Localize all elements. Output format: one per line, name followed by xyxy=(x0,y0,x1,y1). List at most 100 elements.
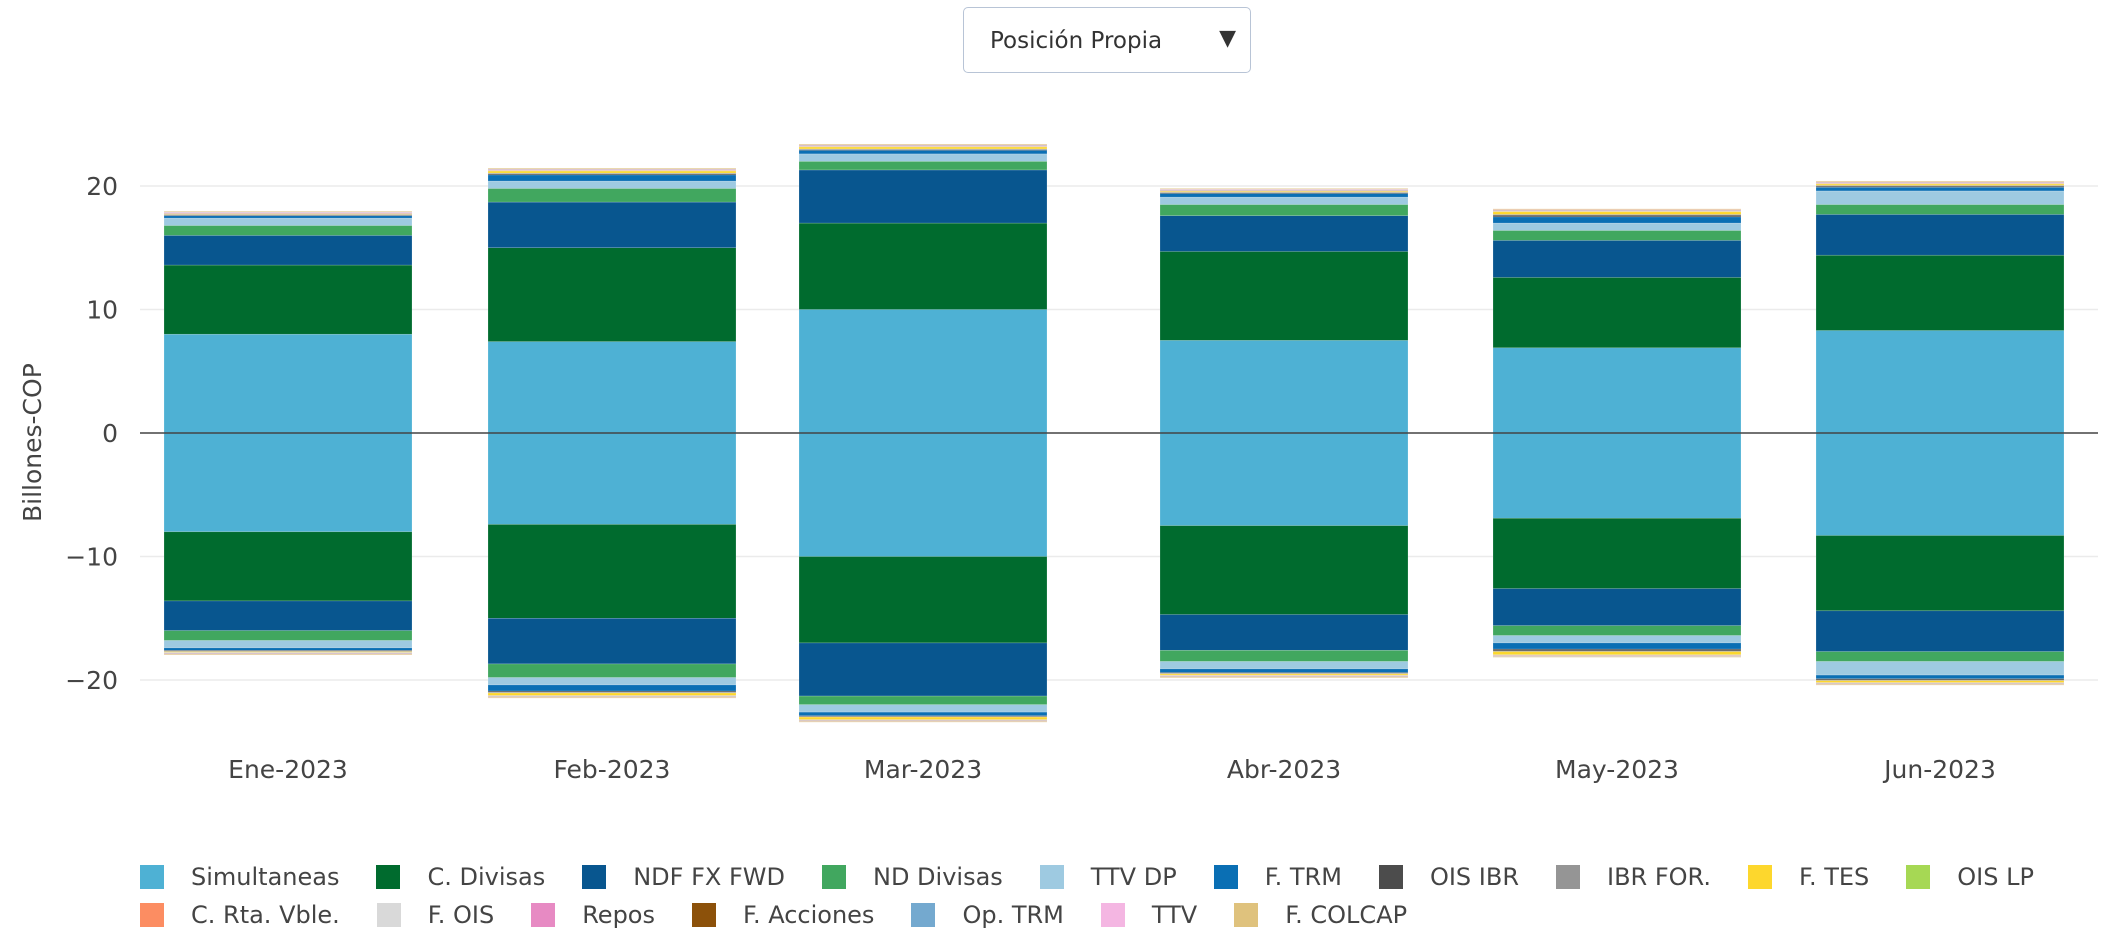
bar-segment[interactable] xyxy=(1815,661,2065,676)
bar-segment[interactable] xyxy=(1159,661,1409,670)
bar-segment[interactable] xyxy=(798,149,1048,155)
bar-segment[interactable] xyxy=(1159,340,1409,434)
legend-item[interactable]: TTV xyxy=(1100,901,1197,929)
bar-segment[interactable] xyxy=(1492,625,1742,636)
bar-segment[interactable] xyxy=(487,692,737,696)
bar-segment[interactable] xyxy=(1159,196,1409,205)
bar-segment[interactable] xyxy=(487,432,737,525)
bar-segment[interactable] xyxy=(1815,651,2065,662)
bar-segment[interactable] xyxy=(798,642,1048,697)
legend-item[interactable]: Repos xyxy=(531,901,655,929)
bar-segment[interactable] xyxy=(487,677,737,686)
bar-segment[interactable] xyxy=(1492,347,1742,434)
bar-segment[interactable] xyxy=(1492,517,1742,589)
bar-segment[interactable] xyxy=(487,201,737,248)
bar-segment[interactable] xyxy=(798,721,1048,723)
bar-segment[interactable] xyxy=(487,188,737,203)
bar-segment[interactable] xyxy=(487,167,737,170)
legend-item[interactable]: F. OIS xyxy=(376,901,494,929)
bar-segment[interactable] xyxy=(1159,204,1409,216)
legend-item[interactable]: F. TES xyxy=(1748,863,1869,891)
bar-segment[interactable] xyxy=(487,684,737,692)
bar-segment[interactable] xyxy=(163,630,413,641)
bar-segment[interactable] xyxy=(1492,432,1742,519)
bar-segment[interactable] xyxy=(798,169,1048,224)
bar-segment[interactable] xyxy=(1492,208,1742,210)
bar-segment[interactable] xyxy=(163,432,413,533)
bar-segment[interactable] xyxy=(163,647,413,651)
bar-segment[interactable] xyxy=(1159,251,1409,341)
bar-segment[interactable] xyxy=(487,618,737,665)
bar-segment[interactable] xyxy=(163,653,413,656)
bar-segment[interactable] xyxy=(798,704,1048,713)
position-dropdown[interactable]: Posición Propia ▼ xyxy=(963,7,1251,73)
legend-item[interactable]: OIS IBR xyxy=(1378,863,1519,891)
bar-segment[interactable] xyxy=(798,143,1048,146)
bar-segment[interactable] xyxy=(163,217,413,226)
legend-item[interactable]: ND Divisas xyxy=(821,863,1003,891)
bar-segment[interactable] xyxy=(163,264,413,335)
bar-segment[interactable] xyxy=(1492,635,1742,644)
legend-item[interactable]: OIS LP xyxy=(1906,863,2034,891)
bar-segment[interactable] xyxy=(1815,254,2065,331)
bar-segment[interactable] xyxy=(798,556,1048,644)
legend-item[interactable]: Op. TRM xyxy=(911,901,1064,929)
bar-segment[interactable] xyxy=(1159,193,1409,198)
dropdown-arrow-icon[interactable]: ▼ xyxy=(1219,26,1236,51)
bar-segment[interactable] xyxy=(798,716,1048,720)
legend-item[interactable]: F. TRM xyxy=(1213,863,1342,891)
bar-segment[interactable] xyxy=(798,153,1048,162)
bar-segment[interactable] xyxy=(1492,656,1742,658)
bar-segment[interactable] xyxy=(1492,222,1742,231)
bar-segment[interactable] xyxy=(1159,668,1409,673)
bar-segment[interactable] xyxy=(1159,432,1409,526)
bar-segment[interactable] xyxy=(1815,432,2065,536)
legend-item[interactable]: F. COLCAP xyxy=(1234,901,1407,929)
bar-segment[interactable] xyxy=(1815,684,2065,686)
bar-segment[interactable] xyxy=(1159,525,1409,615)
bar-segment[interactable] xyxy=(798,309,1048,434)
bar-segment[interactable] xyxy=(487,697,737,699)
bar-segment[interactable] xyxy=(163,640,413,649)
bar-segment[interactable] xyxy=(163,600,413,631)
bar-segment[interactable] xyxy=(1492,642,1742,650)
bar-segment[interactable] xyxy=(1492,651,1742,655)
bar-segment[interactable] xyxy=(1815,186,2065,192)
bar-segment[interactable] xyxy=(487,180,737,189)
bar-segment[interactable] xyxy=(1815,330,2065,434)
bar-segment[interactable] xyxy=(163,235,413,266)
legend-item[interactable]: Simultaneas xyxy=(140,863,339,891)
bar-segment[interactable] xyxy=(1815,214,2065,256)
bar-segment[interactable] xyxy=(487,524,737,619)
bar-segment[interactable] xyxy=(1492,216,1742,224)
legend-item[interactable]: IBR FOR. xyxy=(1556,863,1711,891)
bar-segment[interactable] xyxy=(1159,650,1409,662)
bar-segment[interactable] xyxy=(487,247,737,342)
bar-segment[interactable] xyxy=(1815,185,2065,187)
bar-segment[interactable] xyxy=(1159,188,1409,190)
bar-segment[interactable] xyxy=(798,711,1048,717)
bar-segment[interactable] xyxy=(1815,674,2065,680)
bar-segment[interactable] xyxy=(163,211,413,213)
bar-segment[interactable] xyxy=(1492,277,1742,349)
legend-item[interactable]: TTV DP xyxy=(1039,863,1177,891)
bar-segment[interactable] xyxy=(798,695,1048,705)
bar-segment[interactable] xyxy=(1492,588,1742,626)
bar-segment[interactable] xyxy=(1492,240,1742,278)
legend-item[interactable]: C. Rta. Vble. xyxy=(140,901,340,929)
legend-item[interactable]: NDF FX FWD xyxy=(582,863,785,891)
bar-segment[interactable] xyxy=(1815,535,2065,612)
bar-segment[interactable] xyxy=(1159,614,1409,651)
bar-segment[interactable] xyxy=(1815,180,2065,183)
bar-segment[interactable] xyxy=(163,531,413,602)
bar-segment[interactable] xyxy=(1159,676,1409,678)
bar-segment[interactable] xyxy=(487,341,737,434)
bar-segment[interactable] xyxy=(798,222,1048,310)
bar-segment[interactable] xyxy=(487,174,737,182)
bar-segment[interactable] xyxy=(487,663,737,678)
bar-segment[interactable] xyxy=(1815,190,2065,205)
bar-segment[interactable] xyxy=(163,225,413,236)
bar-segment[interactable] xyxy=(163,333,413,434)
bar-segment[interactable] xyxy=(1492,230,1742,241)
bar-segment[interactable] xyxy=(798,432,1048,557)
